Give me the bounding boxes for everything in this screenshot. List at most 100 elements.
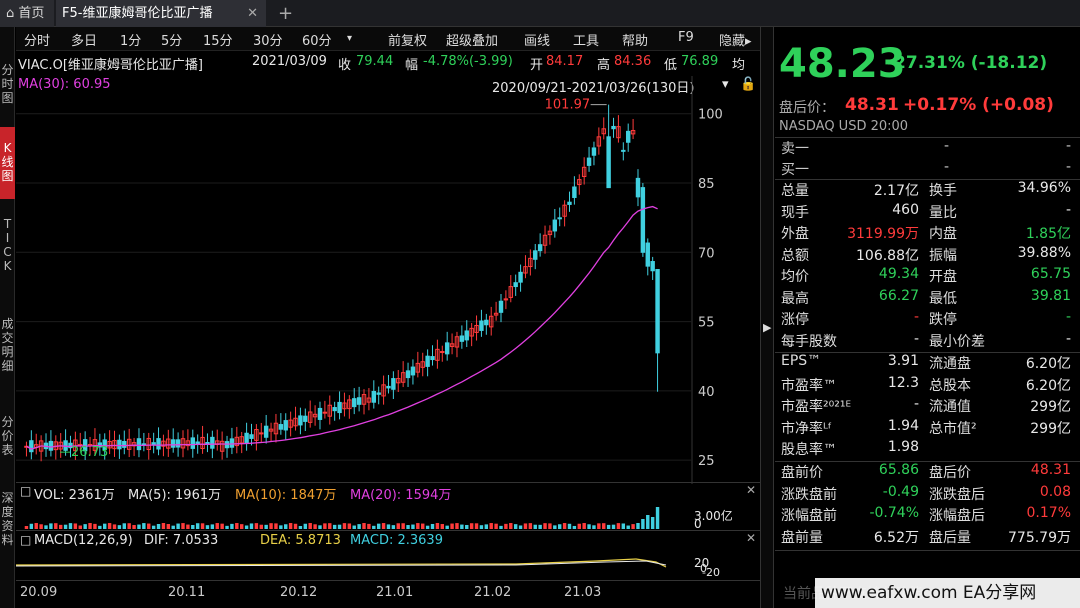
candle-body xyxy=(557,217,562,220)
volume-bar xyxy=(597,523,601,529)
volume-bar xyxy=(641,519,645,529)
quote-value: - xyxy=(913,309,919,325)
hide-button[interactable]: 隐藏▸ xyxy=(719,34,752,49)
volume-bar xyxy=(122,523,127,529)
candle-body xyxy=(117,439,122,450)
candle-body xyxy=(312,413,318,418)
left-view-bar: 分 时 图 K 线 图 T I C K 成 交 明 细 分 价 表 深 度 资 … xyxy=(0,27,15,608)
volume-bar xyxy=(68,523,73,529)
volume-bar xyxy=(401,523,405,529)
volume-bar xyxy=(655,507,660,529)
volume-bar xyxy=(318,525,322,529)
quote-label: 盘后量 xyxy=(929,529,971,546)
quote-value: -0.49 xyxy=(882,483,919,500)
candle-body xyxy=(205,441,210,444)
candle-body xyxy=(572,186,577,198)
candle-body xyxy=(283,420,288,431)
vol-ma20: MA(20): 1594万 xyxy=(350,488,452,503)
candle-body xyxy=(361,394,367,405)
period-1m[interactable]: 1分 xyxy=(120,34,142,49)
overlay-button[interactable]: 超级叠加 xyxy=(446,34,499,49)
x-tick-label: 21.02 xyxy=(474,585,512,600)
view-tick[interactable]: T I C K xyxy=(3,217,12,273)
x-tick-label: 21.03 xyxy=(564,585,602,600)
volume-bar xyxy=(509,523,513,529)
quote-row: 每手股数 - 最小价差 - xyxy=(779,330,1075,351)
after-hours-price: 48.31 xyxy=(845,95,899,115)
period-timeshare[interactable]: 分时 xyxy=(24,34,51,49)
candle-body xyxy=(371,390,377,403)
volume-bar xyxy=(132,525,136,529)
volume-bar xyxy=(293,523,298,529)
range-dropdown-icon[interactable]: ▾ xyxy=(722,77,729,92)
volume-bar xyxy=(127,523,131,529)
volume-bar xyxy=(29,523,34,529)
candle-body xyxy=(435,348,440,361)
candle-body xyxy=(621,149,626,152)
view-deep-data[interactable]: 深 度 资 料 xyxy=(1,491,14,547)
tools-button[interactable]: 工具 xyxy=(573,34,600,49)
y-tick-label: 100 xyxy=(698,108,723,123)
quote-value: 12.3 xyxy=(887,374,919,391)
candle-body xyxy=(567,201,572,205)
period-multiday[interactable]: 多日 xyxy=(71,34,98,49)
low-value: 76.89 xyxy=(681,54,719,69)
stock-name: VIAC.O[维亚康姆哥伦比亚广播] xyxy=(18,58,203,73)
volume-bar xyxy=(440,524,445,529)
candle-body xyxy=(493,312,499,316)
candle-body xyxy=(425,355,430,367)
f9-button[interactable]: F9 xyxy=(678,30,694,45)
candle-body xyxy=(122,441,127,448)
close-macd-icon[interactable]: ✕ xyxy=(745,531,756,545)
avg-label: 均 xyxy=(732,58,746,73)
candle-body xyxy=(161,440,166,447)
volume-bar xyxy=(606,524,611,529)
volume-bar xyxy=(411,524,415,529)
volume-bar xyxy=(195,523,200,529)
open-value: 84.17 xyxy=(546,54,584,69)
view-timeshare[interactable]: 分 时 图 xyxy=(1,63,14,105)
candle-body xyxy=(29,440,34,453)
period-5m[interactable]: 5分 xyxy=(161,34,183,49)
volume-bar xyxy=(239,524,244,529)
volume-bar xyxy=(557,524,562,529)
volume-bar xyxy=(548,523,552,529)
quote-label: 每手股数 xyxy=(781,333,837,350)
candle-body xyxy=(175,439,181,448)
view-trades[interactable]: 成 交 明 细 xyxy=(1,317,14,373)
y-tick-label: 55 xyxy=(698,316,715,331)
volume-bar xyxy=(518,525,523,529)
volume-bar xyxy=(577,523,581,529)
quote-label: 流通值 xyxy=(929,399,971,415)
help-button[interactable]: 帮助 xyxy=(622,34,649,49)
candle-body xyxy=(268,428,274,432)
volume-bar xyxy=(93,523,97,529)
candle-body xyxy=(366,397,372,403)
tab-home[interactable]: ⌂ 首页 xyxy=(0,0,54,27)
panel-collapse-bar[interactable]: ▶ xyxy=(760,27,774,608)
view-price-table[interactable]: 分 价 表 xyxy=(1,415,14,457)
adjust-button[interactable]: 前复权 xyxy=(388,34,428,49)
period-15m[interactable]: 15分 xyxy=(203,34,233,49)
lock-icon[interactable]: 🔓 xyxy=(740,77,757,92)
quote-row: 盘前价 65.86 盘后价 48.31 xyxy=(779,461,1075,482)
volume-bar xyxy=(83,524,87,529)
tab-stock[interactable]: F5-维亚康姆哥伦比亚广播 ✕ xyxy=(56,0,266,27)
book-size: - xyxy=(1065,159,1071,175)
add-tab-icon[interactable]: + xyxy=(278,3,294,24)
quote-row: 外盘 3119.99万 内盘 1.85亿 xyxy=(779,222,1075,243)
volume-bar xyxy=(489,523,493,529)
period-more-icon[interactable]: ▾ xyxy=(347,33,353,44)
candlestick-chart[interactable]: 100 85 70 55 40 25 101.97 26.73 xyxy=(16,76,760,484)
draw-button[interactable]: 画线 xyxy=(524,34,551,49)
quote-label: 开盘 xyxy=(929,269,957,285)
volume-bar xyxy=(342,523,347,529)
close-icon[interactable]: ✕ xyxy=(247,6,258,21)
close-vol-icon[interactable]: ✕ xyxy=(745,483,756,497)
period-60m[interactable]: 60分 xyxy=(302,34,332,49)
period-30m[interactable]: 30分 xyxy=(253,34,283,49)
collapse-arrow-icon[interactable]: ▶ xyxy=(763,321,772,334)
volume-bar xyxy=(107,523,112,529)
view-kline[interactable]: K 线 图 xyxy=(0,127,15,199)
macd-axis-0: 0 xyxy=(700,562,707,575)
